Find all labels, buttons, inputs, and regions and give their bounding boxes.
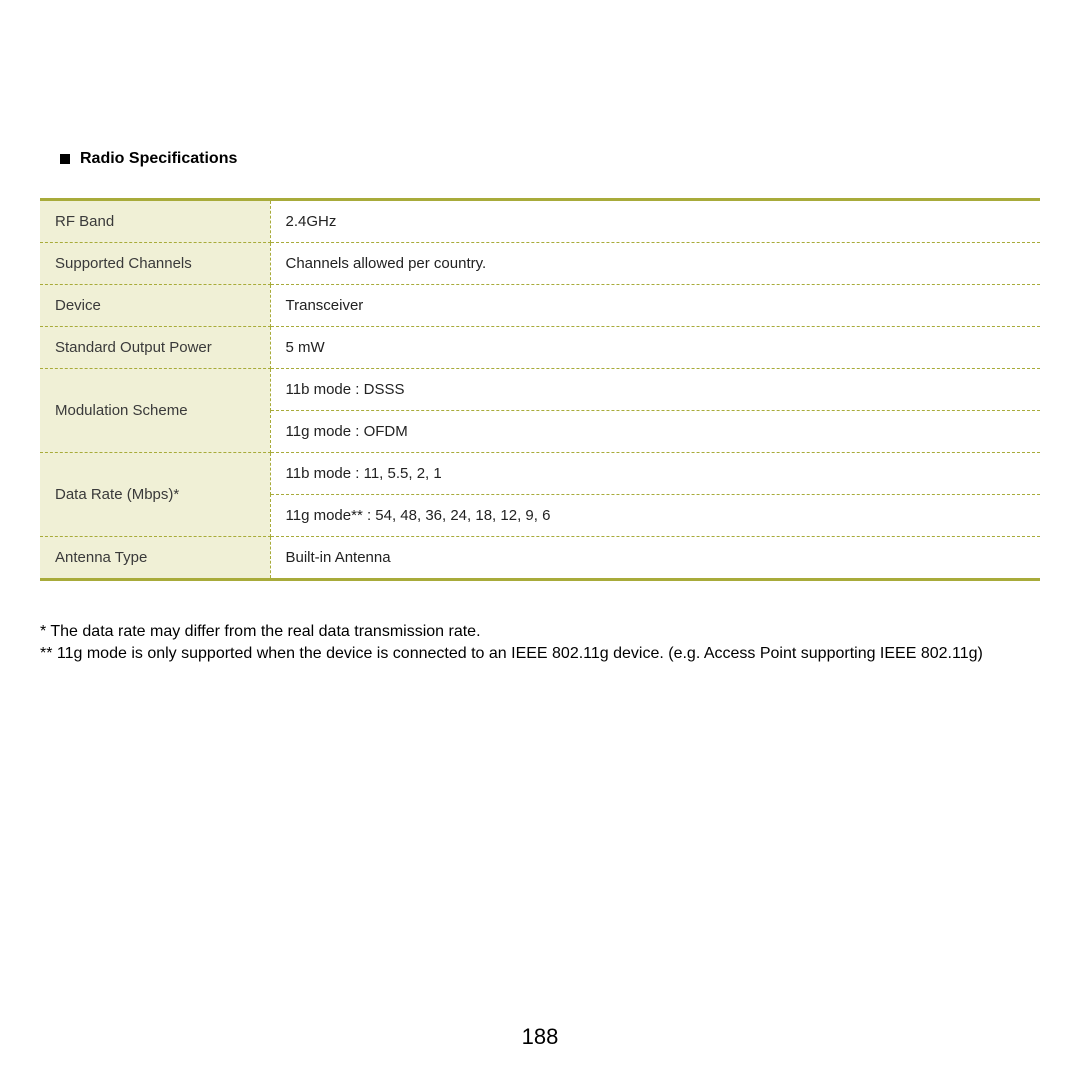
spec-value: 11g mode** : 54, 48, 36, 24, 18, 12, 9, … (270, 495, 1040, 537)
spec-label: Antenna Type (40, 537, 270, 580)
footnote-line: * The data rate may differ from the real… (40, 621, 1040, 643)
footnote-line: ** 11g mode is only supported when the d… (40, 643, 1040, 665)
spec-label: Device (40, 285, 270, 327)
spec-label: Standard Output Power (40, 327, 270, 369)
spec-value: 5 mW (270, 327, 1040, 369)
section-heading: Radio Specifications (60, 150, 1040, 168)
table-row: RF Band2.4GHz (40, 200, 1040, 243)
spec-value: Transceiver (270, 285, 1040, 327)
table-row: Data Rate (Mbps)*11b mode : 11, 5.5, 2, … (40, 453, 1040, 495)
spec-value: 11b mode : 11, 5.5, 2, 1 (270, 453, 1040, 495)
table-row: DeviceTransceiver (40, 285, 1040, 327)
table-row: Modulation Scheme11b mode : DSSS (40, 369, 1040, 411)
spec-table-body: RF Band2.4GHzSupported ChannelsChannels … (40, 200, 1040, 580)
spec-label: Supported Channels (40, 243, 270, 285)
table-row: Antenna TypeBuilt-in Antenna (40, 537, 1040, 580)
table-row: Standard Output Power5 mW (40, 327, 1040, 369)
bullet-icon (60, 154, 70, 164)
spec-value: Channels allowed per country. (270, 243, 1040, 285)
spec-table: RF Band2.4GHzSupported ChannelsChannels … (40, 198, 1040, 581)
spec-label: RF Band (40, 200, 270, 243)
document-page: Radio Specifications RF Band2.4GHzSuppor… (0, 0, 1080, 666)
footnotes: * The data rate may differ from the real… (40, 621, 1040, 666)
spec-value: 11g mode : OFDM (270, 411, 1040, 453)
spec-value: Built-in Antenna (270, 537, 1040, 580)
table-row: Supported ChannelsChannels allowed per c… (40, 243, 1040, 285)
heading-text: Radio Specifications (80, 150, 237, 168)
page-number: 188 (0, 1024, 1080, 1050)
spec-value: 11b mode : DSSS (270, 369, 1040, 411)
spec-label: Data Rate (Mbps)* (40, 453, 270, 537)
spec-value: 2.4GHz (270, 200, 1040, 243)
spec-label: Modulation Scheme (40, 369, 270, 453)
